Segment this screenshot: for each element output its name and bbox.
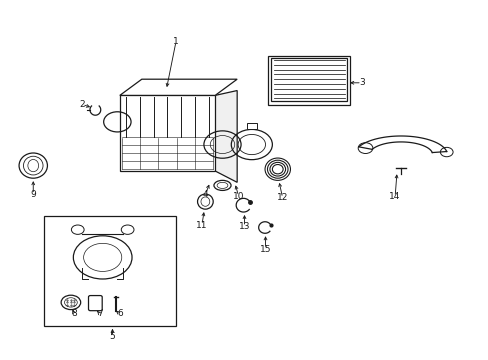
Polygon shape [120, 79, 237, 95]
Text: 1: 1 [173, 37, 179, 46]
FancyBboxPatch shape [88, 296, 102, 311]
Text: 5: 5 [109, 332, 115, 341]
Polygon shape [215, 90, 237, 182]
Text: 4: 4 [202, 190, 208, 199]
Bar [44, 216, 176, 326]
Text: 12: 12 [276, 194, 288, 202]
Bar [120, 95, 215, 171]
Text: 6: 6 [117, 309, 122, 318]
Text: 15: 15 [259, 245, 271, 253]
Text: 11: 11 [196, 220, 207, 230]
Text: 13: 13 [238, 222, 250, 231]
Text: 10: 10 [232, 192, 244, 201]
FancyBboxPatch shape [246, 123, 256, 129]
Text: 8: 8 [71, 309, 77, 318]
Text: 3: 3 [358, 78, 364, 87]
Text: 2: 2 [79, 100, 85, 109]
Text: 7: 7 [97, 309, 102, 318]
Text: 14: 14 [388, 192, 400, 201]
Bar [271, 58, 346, 101]
Bar [268, 56, 349, 105]
Text: 9: 9 [30, 190, 36, 199]
